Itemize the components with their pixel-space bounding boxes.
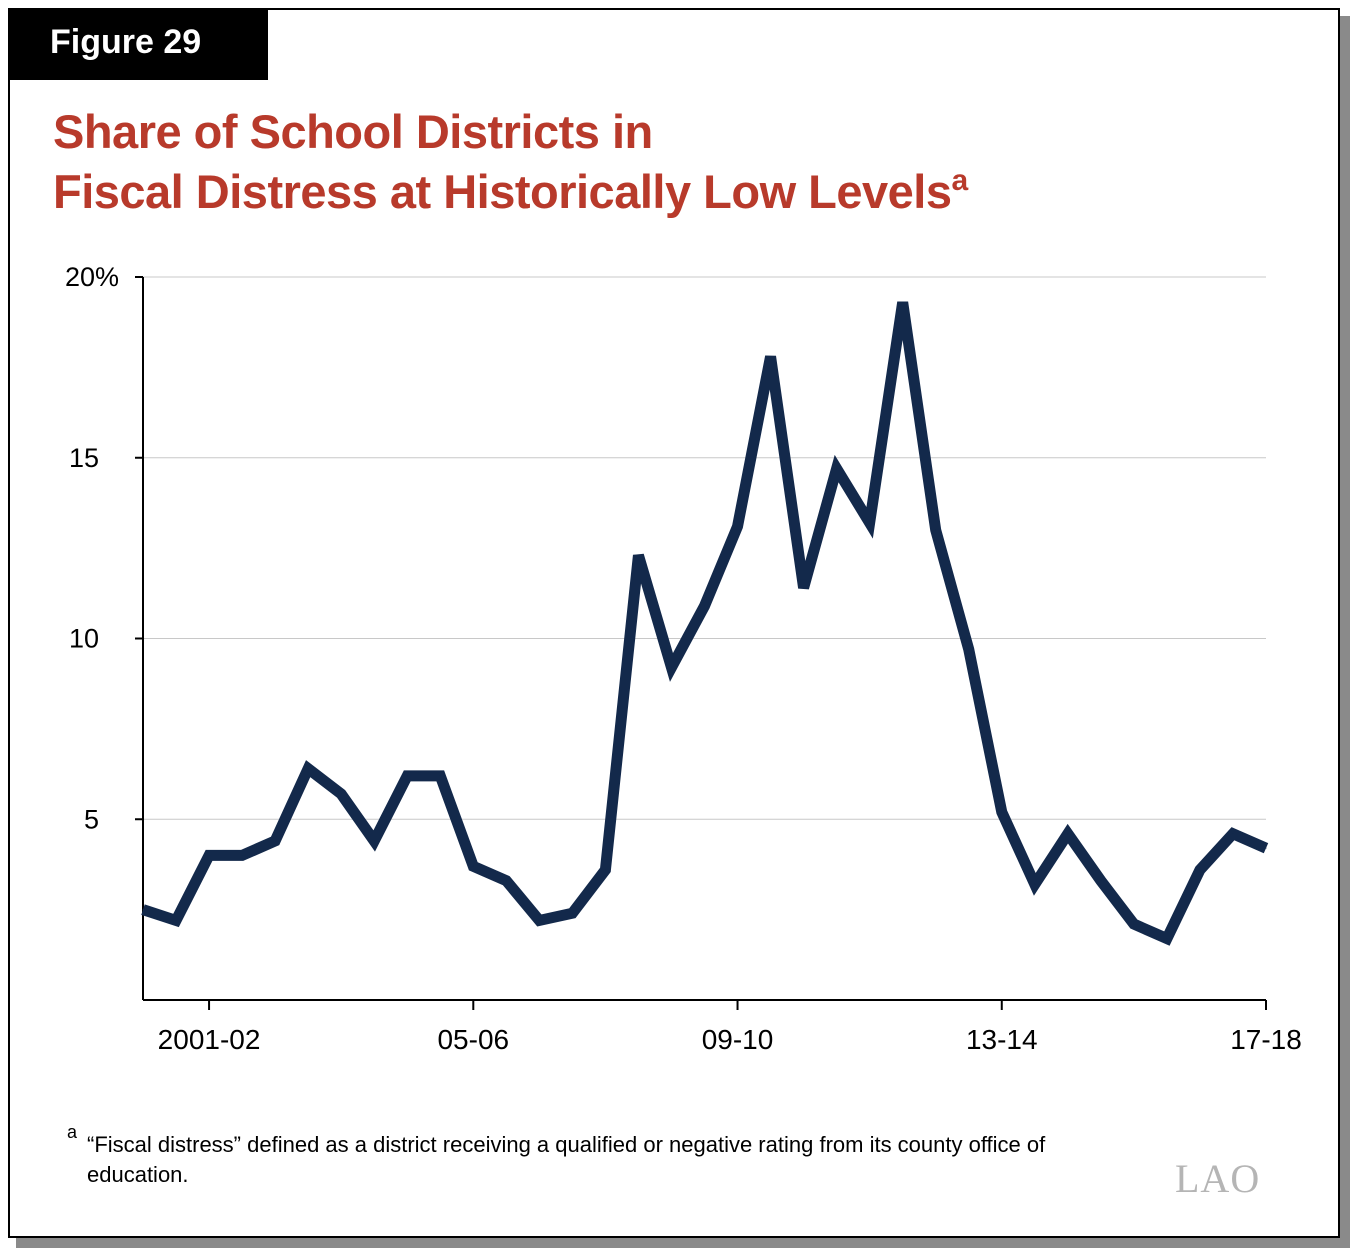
data-point [439, 775, 441, 777]
chart-title: Share of School Districts in Fiscal Dist… [53, 102, 968, 222]
x-tick-label: 17-18 [1230, 1024, 1302, 1055]
data-point [1232, 833, 1234, 835]
y-tick-label: 5 [84, 804, 99, 834]
data-line [141, 301, 1269, 946]
title-line-2: Fiscal Distress at Historically Low Leve… [53, 165, 952, 218]
data-point [538, 919, 540, 921]
data-point [637, 554, 639, 556]
data-point [1133, 923, 1135, 925]
data-point [241, 854, 243, 856]
data-point [968, 648, 970, 650]
x-tick-label: 2001-02 [158, 1024, 261, 1055]
data-point [604, 869, 606, 871]
data-point [142, 909, 144, 911]
y-tick-label: 10 [69, 624, 99, 654]
footnote-mark: a [67, 1122, 78, 1142]
data-point [1001, 811, 1003, 813]
data-point [406, 775, 408, 777]
footnote-text: “Fiscal distress” defined as a district … [87, 1132, 1046, 1187]
title-footnote-mark: a [951, 164, 969, 197]
data-point [1265, 847, 1267, 849]
data-point [208, 854, 210, 856]
data-point [175, 919, 177, 921]
data-point [704, 605, 705, 607]
y-tick-label: 15 [69, 443, 99, 473]
data-point [274, 840, 276, 842]
data-point [869, 522, 871, 524]
x-tick-label: 05-06 [437, 1024, 509, 1055]
data-point [340, 793, 342, 795]
data-point [1166, 938, 1168, 940]
data-point [670, 666, 672, 668]
data-point [1067, 833, 1069, 835]
figure-frame [8, 8, 1340, 1238]
lao-logo: LAO [1175, 1156, 1261, 1201]
data-point [472, 865, 474, 867]
x-tick-label: 13-14 [966, 1024, 1038, 1055]
data-point [307, 768, 309, 770]
data-point [1100, 880, 1102, 882]
data-point [836, 468, 838, 470]
data-point [770, 356, 772, 358]
data-point [373, 840, 375, 842]
x-tick-label: 09-10 [702, 1024, 774, 1055]
y-tick-label: 20% [65, 262, 119, 292]
data-point [935, 529, 937, 531]
data-point [1034, 883, 1036, 885]
data-point [902, 301, 904, 303]
data-point [737, 525, 739, 527]
data-point [505, 880, 507, 882]
data-point [571, 912, 573, 914]
data-point [803, 587, 805, 589]
title-line-1: Share of School Districts in [53, 105, 653, 158]
figure-label: Figure 29 [8, 8, 268, 80]
data-point [1199, 869, 1201, 871]
